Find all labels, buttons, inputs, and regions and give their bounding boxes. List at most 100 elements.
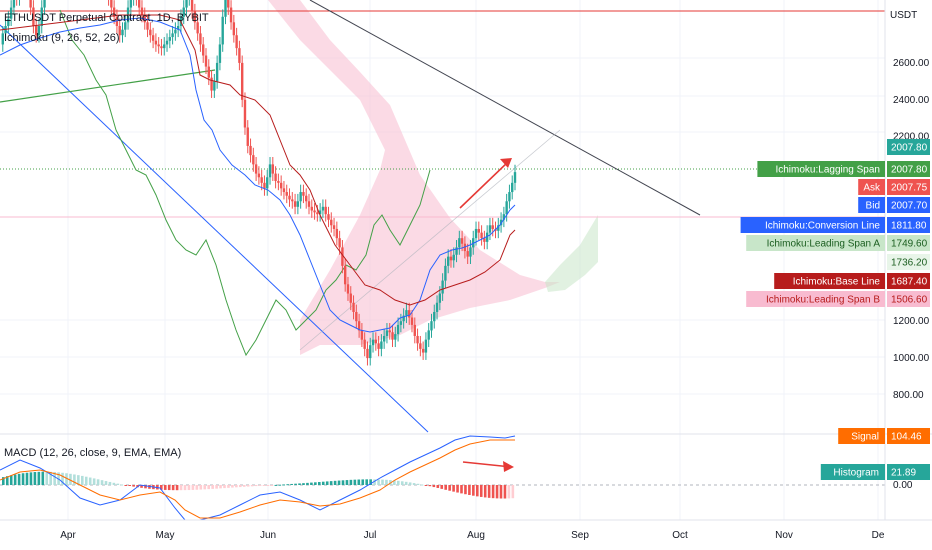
macd-label-name: Histogram (833, 468, 879, 479)
price-axis: 2600.00 2400.00 2200.00 1200.00 1000.00 800.0… (893, 58, 930, 401)
candle-body (37, 26, 41, 36)
candle-body (302, 192, 305, 196)
candle-body (118, 26, 121, 36)
candle-body (229, 7, 233, 23)
macd-bar (120, 484, 124, 486)
candle-body (488, 225, 492, 233)
macd-bar (472, 485, 475, 496)
time-tick-label: Nov (775, 530, 793, 541)
macd-arrow[interactable] (462, 461, 514, 472)
ichimoku-cloud-bullish (545, 215, 598, 292)
candle-body (112, 7, 116, 17)
candle-body (157, 44, 160, 47)
price-label-value: 2007.70 (891, 201, 928, 212)
candle-body (182, 7, 185, 17)
candle-body (149, 29, 152, 36)
macd-bar (92, 478, 96, 485)
macd-bar (195, 485, 199, 490)
macd-bar (337, 480, 341, 485)
macd-label-value: 104.46 (891, 432, 922, 443)
macd-bar (385, 479, 388, 485)
candle-body (210, 77, 213, 91)
price-label-name: Ichimoku:Base Line (793, 277, 881, 288)
price-tick-label: 2400.00 (893, 95, 930, 106)
macd-zero-label: 0.00 (893, 480, 913, 491)
candle-body (460, 238, 464, 244)
price-label-value: 2007.80 (891, 165, 928, 176)
candle-body (129, 0, 133, 8)
macd-bar (227, 485, 230, 488)
candle-body (441, 280, 444, 294)
candle-body (394, 334, 397, 340)
macd-bar (270, 485, 274, 486)
price-label-name-box (858, 197, 885, 213)
macd-bar (302, 483, 305, 485)
candle-body (146, 22, 149, 30)
macd-bar (373, 479, 376, 485)
macd-bar (207, 485, 210, 490)
macd-bar (167, 485, 171, 491)
ichimoku-legend[interactable]: Ichimoku (9, 26, 52, 26) (4, 32, 120, 44)
macd-bar (211, 485, 214, 489)
candle-body (316, 212, 319, 215)
candle-body (254, 164, 258, 174)
macd-bar (456, 485, 459, 493)
macd-bar (479, 485, 483, 497)
macd-legend[interactable]: MACD (12, 26, close, 9, EMA, EMA) (4, 447, 181, 459)
symbol-title[interactable]: ETHUSDT Perpetual Contract, 1D, BYBIT (4, 12, 209, 24)
candle-body (369, 345, 372, 359)
macd-bar (81, 475, 84, 485)
macd-bar (128, 485, 131, 486)
macd-bar (21, 473, 25, 485)
price-label-name-box (746, 235, 885, 251)
macd-bar (33, 472, 37, 485)
candle-body (360, 330, 364, 340)
macd-bar (290, 483, 293, 485)
price-label-value-box (887, 235, 930, 251)
macd-bar (239, 485, 242, 488)
green-trendline[interactable] (0, 69, 216, 103)
price-candles[interactable] (1, 0, 517, 366)
macd-label-name: Signal (851, 432, 879, 443)
macd-bar (345, 480, 349, 485)
candle-body (352, 302, 355, 312)
macd-bar (25, 472, 29, 485)
candle-body (193, 11, 197, 23)
candle-body (338, 238, 341, 248)
macd-bar (13, 474, 17, 485)
macd-bar (278, 484, 282, 486)
price-label-name-box (858, 179, 885, 195)
macd-bar (432, 485, 436, 488)
macd-bar (357, 479, 361, 485)
candle-body (330, 219, 333, 226)
price-arrow[interactable] (459, 158, 512, 209)
candle-body (202, 44, 205, 56)
candle-body (174, 29, 177, 34)
macd-bar (53, 472, 56, 485)
candle-body (513, 172, 517, 183)
macd-bar (318, 481, 321, 485)
macd-bar (187, 485, 191, 491)
macd-bar (242, 485, 246, 487)
macd-bar (464, 485, 467, 495)
time-tick-label: Jun (260, 530, 276, 541)
time-axis: Apr May Jun Jul Aug Sep Oct Nov De (60, 530, 885, 541)
ichimoku-base-line (0, 14, 516, 306)
candle-body (190, 0, 194, 12)
candle-body (410, 317, 414, 325)
black-trendline[interactable] (309, 0, 701, 216)
candle-body (332, 225, 336, 229)
candle-body (511, 182, 514, 193)
candle-body (355, 311, 358, 322)
candle-body (34, 26, 38, 36)
candle-body (408, 310, 411, 318)
blue-trendline[interactable] (0, 24, 429, 433)
candle-body (427, 330, 430, 340)
candle-body (421, 348, 425, 353)
macd-bar (397, 480, 400, 485)
price-label-name: Ichimoku:Conversion Line (765, 221, 880, 232)
candle-body (382, 335, 386, 342)
macd-bar (436, 485, 440, 488)
candle-body (140, 7, 144, 15)
